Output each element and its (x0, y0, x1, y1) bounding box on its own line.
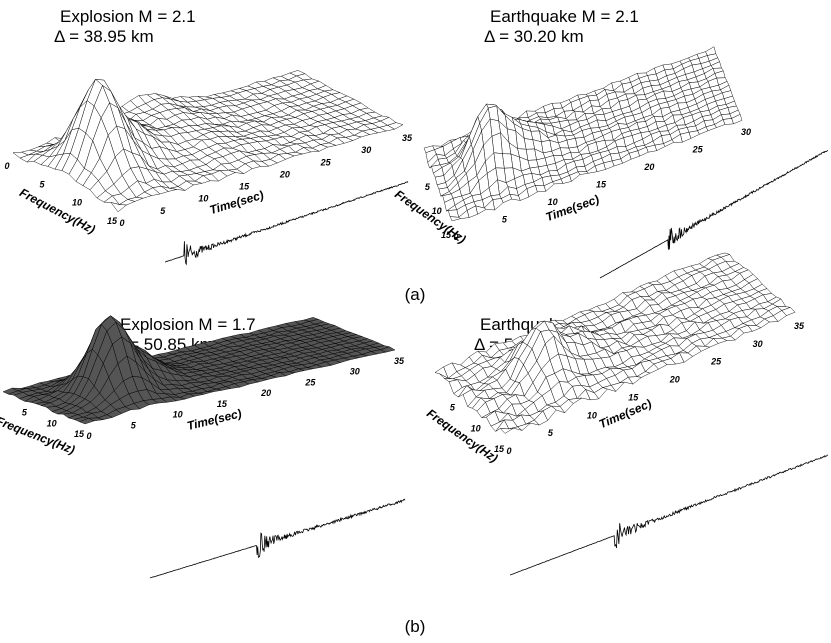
seismogram (509, 454, 829, 576)
time-tick-label: 30 (753, 339, 763, 349)
time-tick-label: 15 (596, 180, 607, 190)
distance: Δ = 38.95 km (54, 27, 154, 46)
panel-label: (b) (405, 617, 426, 636)
time-tick-label: 35 (394, 356, 405, 366)
frequency-tick-label: 15 (107, 216, 118, 226)
seismogram (165, 181, 409, 266)
time-axis-label: Time(sec) (185, 406, 243, 433)
time-tick-label: 15 (217, 399, 228, 409)
time-tick-label: 5 (548, 428, 554, 438)
panel-label: (a) (405, 285, 426, 304)
frequency-tick-label: 10 (47, 418, 57, 428)
time-tick-label: 0 (453, 232, 458, 242)
time-tick-label: 30 (350, 367, 360, 377)
time-tick-label: 35 (402, 133, 413, 143)
frequency-tick-label: 10 (432, 206, 442, 216)
time-tick-label: 25 (304, 377, 316, 387)
mesh-cell (449, 216, 462, 222)
frequency-tick-label: 5 (450, 403, 456, 413)
time-tick-label: 5 (131, 420, 137, 430)
time-tick-label: 15 (239, 182, 250, 192)
mesh-cell (534, 105, 546, 114)
frequency-axis-label: Frequency(Hz) (17, 185, 97, 236)
time-tick-label: 0 (506, 446, 511, 456)
time-tick-label: 20 (260, 388, 271, 398)
time-tick-label: 30 (361, 145, 371, 155)
time-tick-label: 10 (198, 194, 208, 204)
surface (423, 46, 743, 222)
time-tick-label: 25 (320, 157, 332, 167)
frequency-tick-label: 5 (22, 408, 28, 418)
time-tick-label: 10 (548, 197, 558, 207)
seismogram (149, 498, 406, 579)
seismogram (599, 150, 829, 279)
surface (2, 315, 396, 425)
frequency-tick-label: 0 (4, 161, 9, 171)
time-tick-label: 10 (587, 410, 597, 420)
time-tick-label: 20 (643, 162, 654, 172)
panel-title: Explosion M = 1.7 (120, 315, 256, 334)
time-tick-label: 0 (119, 218, 124, 228)
frequency-tick-label: 15 (494, 444, 505, 454)
frequency-axis-label: Frequency(Hz) (0, 414, 77, 457)
frequency-tick-label: 15 (441, 230, 452, 240)
time-tick-label: 20 (669, 375, 680, 385)
panel-title: Earthquake M = 2.1 (490, 7, 639, 26)
time-tick-label: 25 (692, 145, 704, 155)
time-axis-label: Time(sec) (597, 396, 654, 431)
time-tick-label: 30 (741, 127, 751, 137)
time-tick-label: 5 (502, 215, 508, 225)
time-tick-label: 35 (794, 321, 805, 331)
time-tick-label: 0 (86, 431, 91, 441)
panel-title: Explosion M = 2.1 (60, 7, 196, 26)
surface (434, 252, 796, 434)
time-tick-label: 15 (628, 392, 639, 402)
distance: Δ = 30.20 km (484, 27, 584, 46)
time-axis-label: Time(sec) (208, 188, 265, 217)
frequency-tick-label: 10 (471, 423, 481, 433)
frequency-tick-label: 5 (425, 182, 431, 192)
time-tick-label: 5 (160, 206, 166, 216)
mesh-cell (78, 417, 95, 425)
time-tick-label: 10 (173, 410, 183, 420)
time-tick-label: 20 (279, 169, 290, 179)
mesh-cell (517, 110, 529, 119)
frequency-tick-label: 10 (72, 198, 82, 208)
mesh-cell (447, 209, 459, 218)
frequency-tick-label: 5 (39, 179, 45, 189)
mesh-cell (499, 427, 514, 434)
time-tick-label: 25 (710, 357, 722, 367)
surface (12, 70, 404, 213)
mesh-cell (110, 202, 127, 213)
frequency-tick-label: 15 (74, 429, 85, 439)
